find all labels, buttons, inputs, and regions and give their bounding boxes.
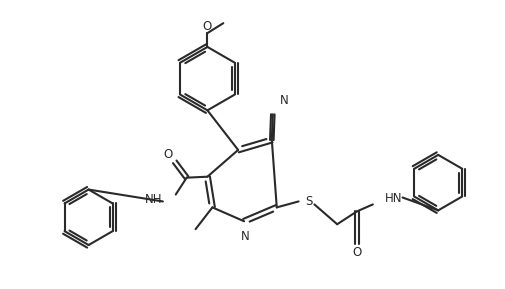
Text: O: O — [351, 247, 361, 260]
Text: N: N — [240, 230, 249, 243]
Text: N: N — [280, 94, 288, 107]
Text: O: O — [163, 148, 172, 161]
Text: NH: NH — [145, 193, 163, 206]
Text: S: S — [304, 195, 312, 208]
Text: O: O — [203, 20, 212, 33]
Text: HN: HN — [384, 192, 401, 205]
